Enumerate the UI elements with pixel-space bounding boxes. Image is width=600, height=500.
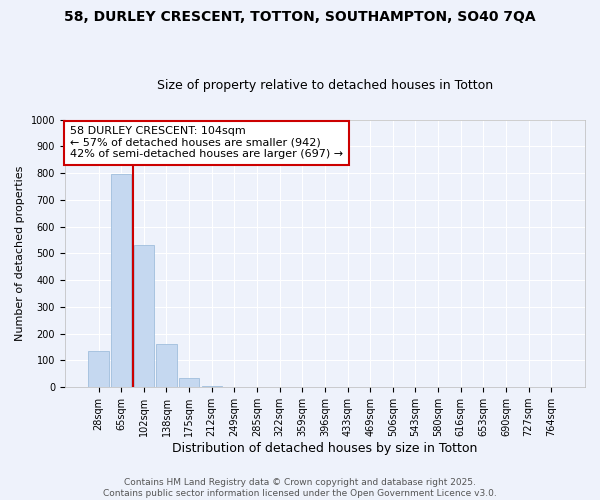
Text: Contains HM Land Registry data © Crown copyright and database right 2025.
Contai: Contains HM Land Registry data © Crown c… <box>103 478 497 498</box>
Y-axis label: Number of detached properties: Number of detached properties <box>15 166 25 341</box>
Bar <box>157 344 176 387</box>
Bar <box>224 386 245 387</box>
X-axis label: Distribution of detached houses by size in Totton: Distribution of detached houses by size … <box>172 442 478 455</box>
Text: 58, DURLEY CRESCENT, TOTTON, SOUTHAMPTON, SO40 7QA: 58, DURLEY CRESCENT, TOTTON, SOUTHAMPTON… <box>64 10 536 24</box>
Bar <box>88 351 109 387</box>
Title: Size of property relative to detached houses in Totton: Size of property relative to detached ho… <box>157 79 493 92</box>
Bar <box>111 174 131 387</box>
Bar <box>202 386 222 387</box>
Text: 58 DURLEY CRESCENT: 104sqm
← 57% of detached houses are smaller (942)
42% of sem: 58 DURLEY CRESCENT: 104sqm ← 57% of deta… <box>70 126 343 160</box>
Bar <box>134 246 154 387</box>
Bar <box>179 378 199 387</box>
